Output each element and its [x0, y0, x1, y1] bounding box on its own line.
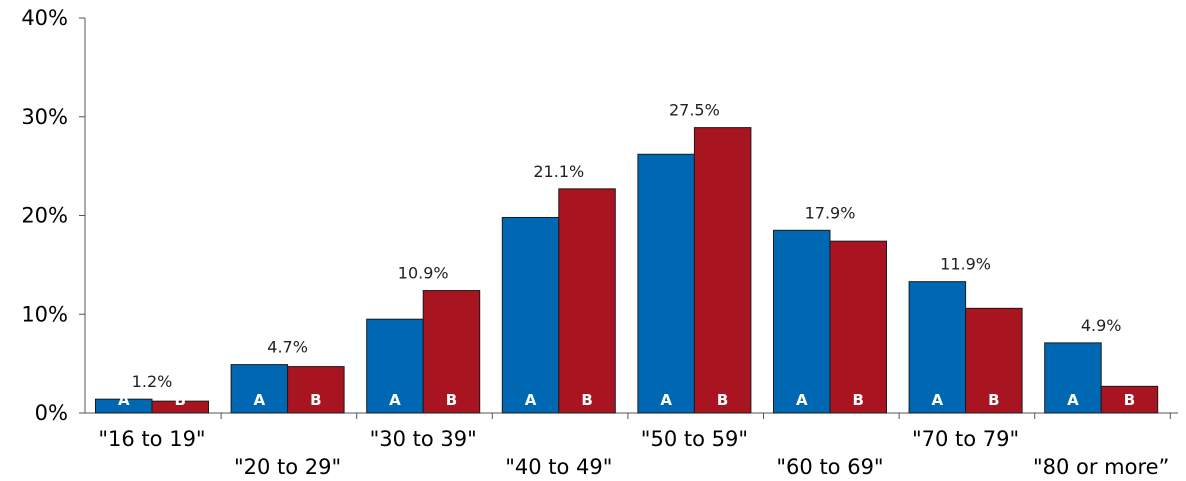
bar-letter-a: A: [796, 391, 808, 409]
bar-letter-a: A: [660, 391, 672, 409]
x-category-label: "40 to 49": [505, 455, 612, 479]
bar-b-1: [287, 366, 345, 414]
bar-b-3: [558, 188, 616, 414]
data-label: 17.9%: [805, 203, 856, 222]
bar-b-0: [151, 400, 209, 414]
bar-letter-a: A: [389, 391, 401, 409]
bar-a-7: [1044, 342, 1102, 414]
x-category-label: "60 to 69": [776, 455, 883, 479]
x-category-label: "50 to 59": [641, 427, 748, 451]
bar-b-2: [422, 290, 481, 414]
y-axis-ticks: 0% 10% 20% 30% 40%: [21, 6, 85, 425]
bar-b-7: [1100, 385, 1159, 414]
data-label: 4.7%: [267, 338, 308, 357]
y-tick-label: 20%: [21, 204, 68, 228]
bar-b-4: [693, 127, 752, 414]
data-label: 1.2%: [132, 372, 173, 391]
bar-letter-b: B: [175, 391, 186, 409]
bar-letter-a: A: [525, 391, 537, 409]
data-label: 4.9%: [1081, 316, 1122, 335]
bar-letter-b: B: [446, 391, 457, 409]
data-label: 21.1%: [533, 162, 584, 181]
data-label: 10.9%: [398, 264, 449, 283]
bar-letter-a: A: [118, 391, 130, 409]
bar-b-6: [965, 307, 1023, 414]
x-category-label: "20 to 29": [234, 455, 341, 479]
bar-b-5: [829, 240, 887, 414]
x-category-label: "80 or more”: [1033, 455, 1170, 479]
x-category-label: "70 to 79": [912, 427, 1019, 451]
bar-letter-a: A: [1067, 391, 1079, 409]
bar-a-5: [773, 229, 831, 414]
bar-letter-b: B: [853, 391, 864, 409]
y-tick-label: 10%: [21, 302, 68, 326]
bar-letter-b: B: [988, 391, 999, 409]
bar-letter-b: B: [1124, 391, 1135, 409]
data-labels: 1.2% 4.7% 10.9% 21.1% 27.5% 17.9% 11.9% 4.9%: [132, 101, 1122, 392]
bar-letter-b: B: [717, 391, 728, 409]
x-category-label: "16 to 19": [98, 427, 205, 451]
y-tick-label: 30%: [21, 105, 68, 129]
x-category-label: "30 to 39": [370, 427, 477, 451]
bars: [95, 127, 1159, 414]
bar-letter-b: B: [581, 391, 592, 409]
y-tick-label: 0%: [35, 401, 68, 425]
bar-letter-a: A: [932, 391, 944, 409]
bar-a-6: [908, 281, 967, 414]
bar-a-4: [637, 153, 695, 414]
data-label: 27.5%: [669, 101, 720, 120]
category-labels: "16 to 19" "20 to 29" "30 to 39" "40 to 49"…: [98, 427, 1169, 479]
y-tick-label: 40%: [21, 6, 68, 30]
bar-a-2: [366, 318, 424, 414]
bar-letter-a: A: [254, 391, 266, 409]
bar-a-3: [501, 216, 560, 414]
bar-letter-b: B: [310, 391, 321, 409]
data-label: 11.9%: [940, 255, 991, 274]
